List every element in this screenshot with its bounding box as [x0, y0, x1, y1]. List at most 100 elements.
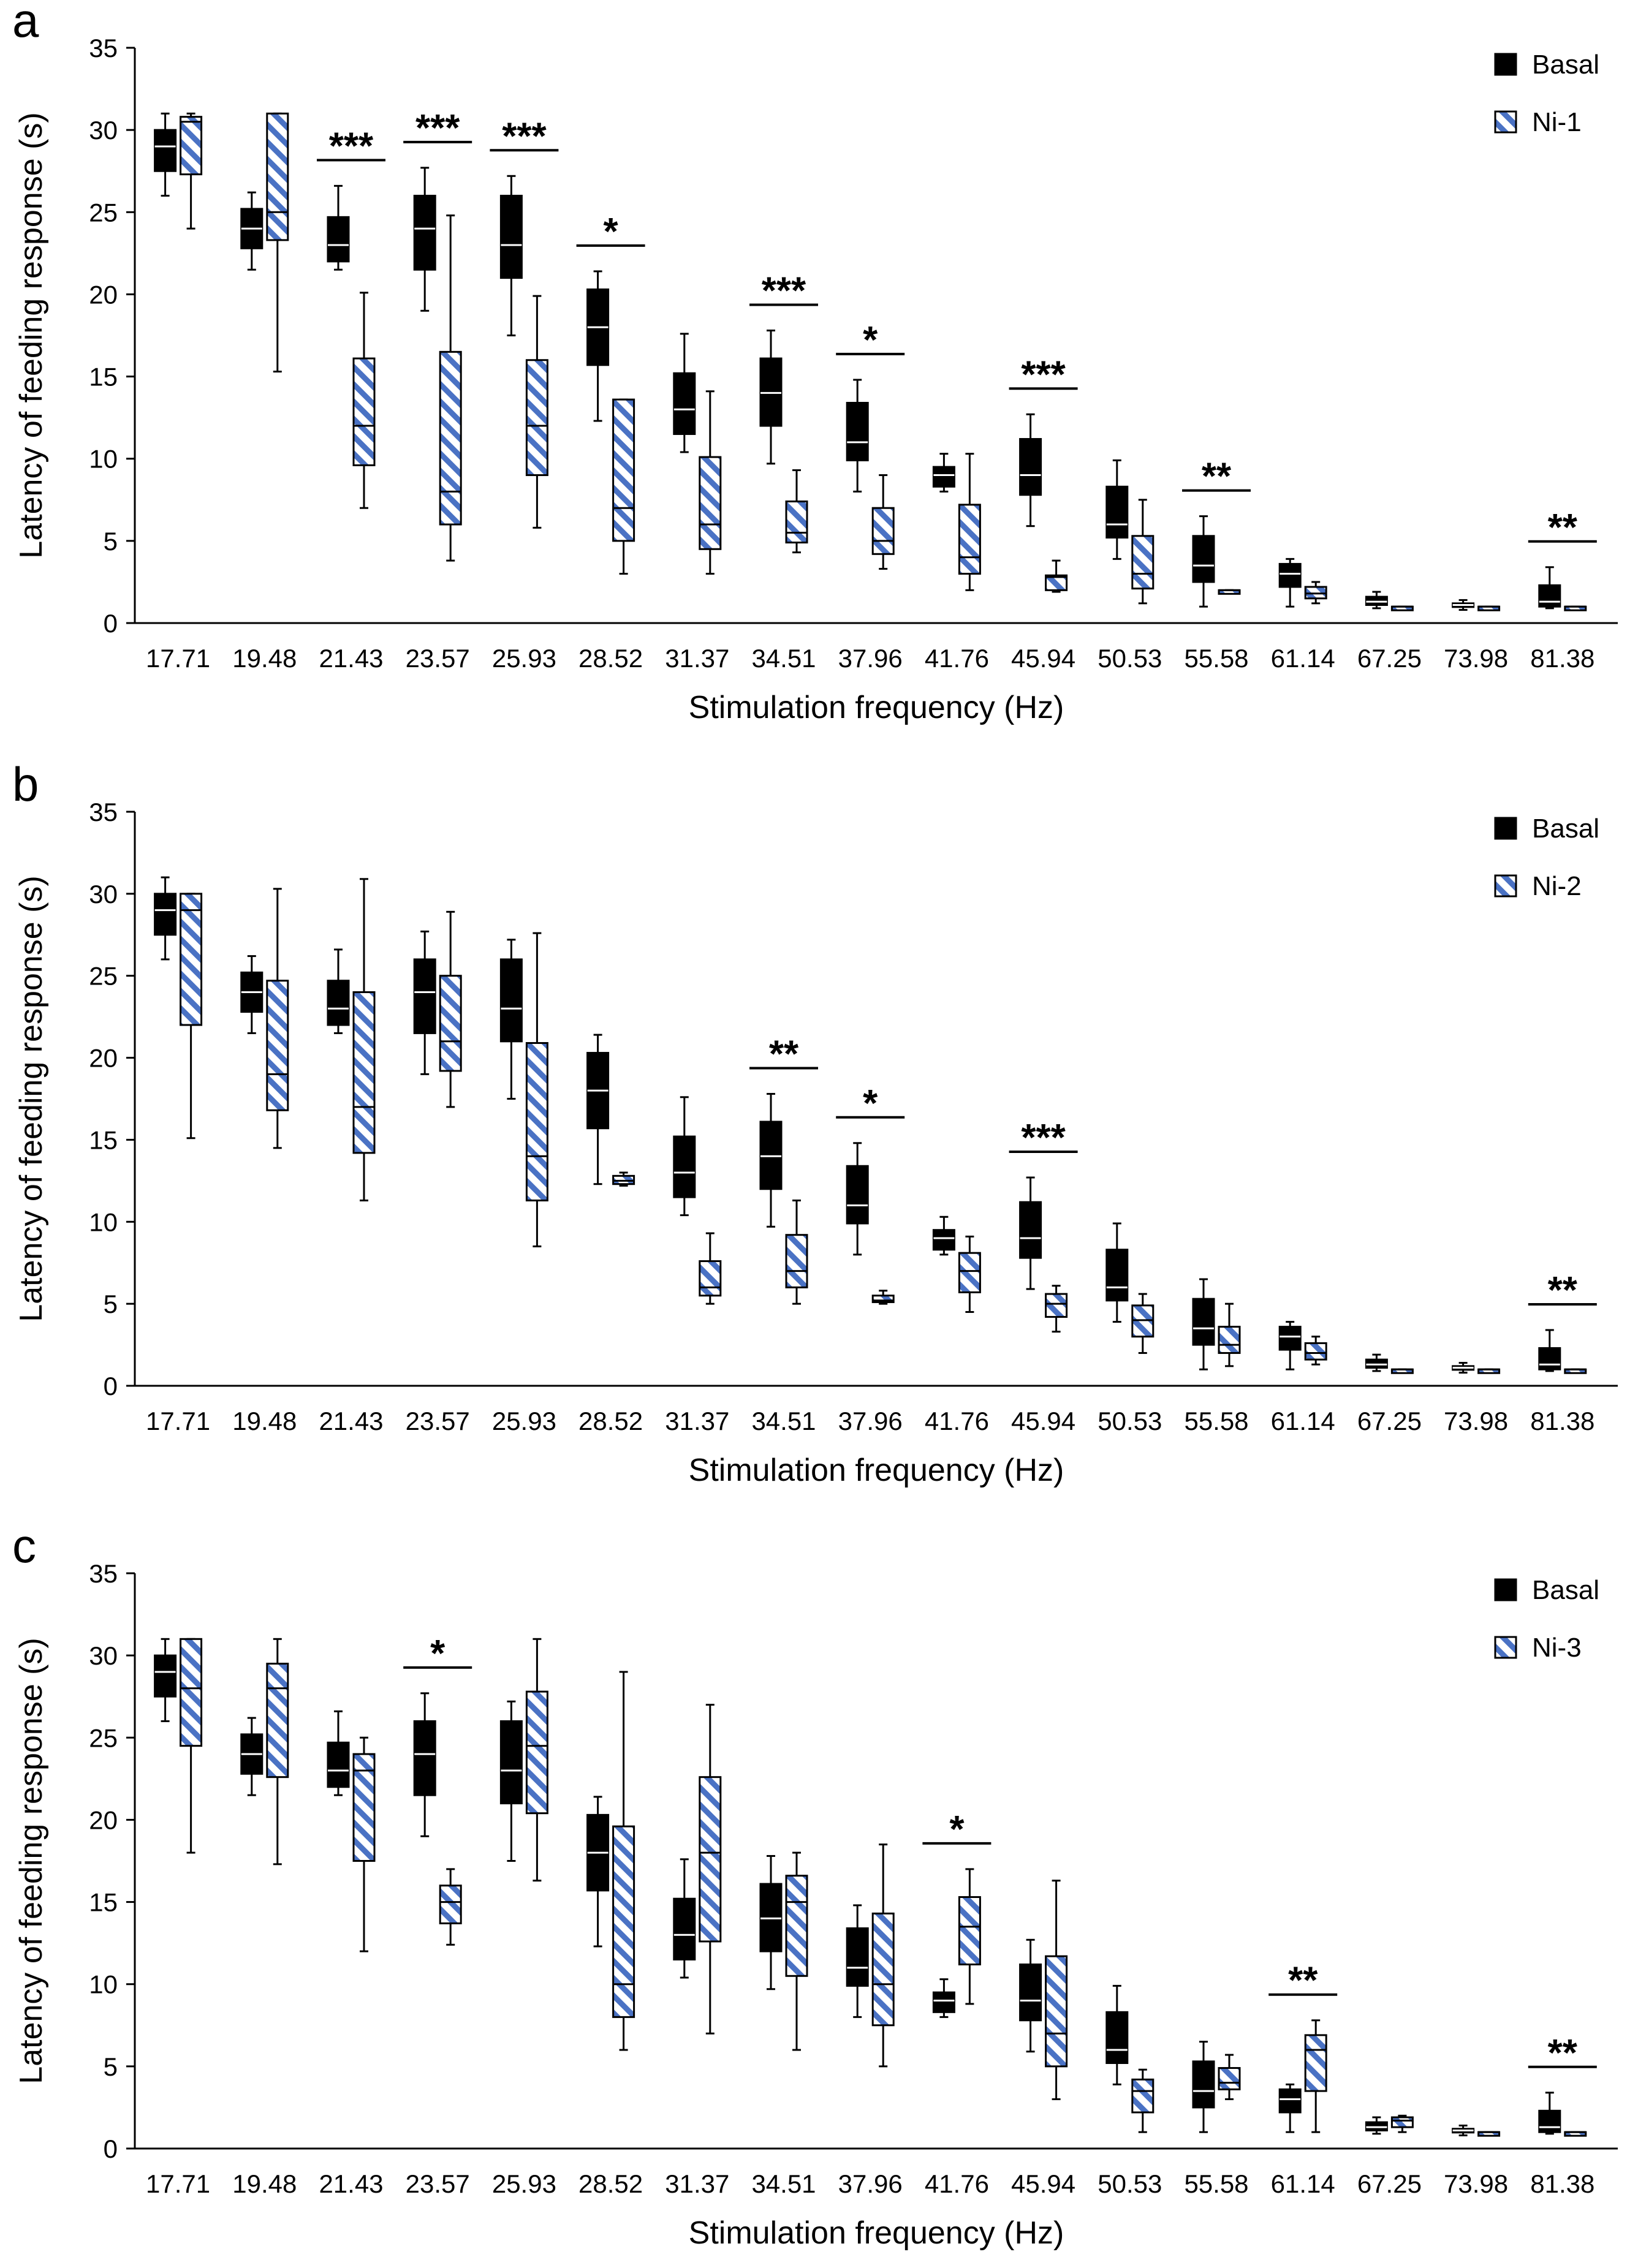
treatment-box: [699, 1704, 722, 2035]
iqr-box: [1218, 1326, 1241, 1354]
basal-box: [1452, 599, 1475, 611]
basal-box: [413, 930, 436, 1075]
x-tick-label: 34.51: [751, 2169, 816, 2198]
significance-label: ***: [762, 270, 806, 312]
x-tick-label: 73.98: [1444, 2169, 1508, 2198]
legend: Basal Ni-2: [1494, 814, 1599, 901]
iqr-box: [958, 1896, 981, 1966]
treatment-box: [180, 1638, 203, 1854]
significance-label: ***: [1021, 1117, 1066, 1159]
treatment-box: [958, 1235, 981, 1314]
basal-box: [1278, 2083, 1302, 2133]
x-tick-label: 21.43: [319, 2169, 383, 2198]
treatment-box: [1304, 1336, 1327, 1366]
iqr-box: [1538, 584, 1561, 608]
treatment-box: [1564, 1368, 1587, 1374]
basal-box: [1019, 1176, 1042, 1290]
significance-label: **: [1548, 1269, 1578, 1312]
x-tick-label: 67.25: [1357, 1407, 1422, 1435]
treatment-box: [1477, 605, 1501, 611]
legend-swatch-treatment: [1494, 1636, 1517, 1659]
significance-label: ***: [329, 125, 374, 167]
treatment-box: [1045, 1880, 1068, 2101]
basal-box: [1278, 1321, 1302, 1370]
basal-box: [932, 453, 955, 493]
treatment-box: [1304, 581, 1327, 605]
treatment-box: [1564, 605, 1587, 611]
iqr-box: [525, 1690, 548, 1815]
iqr-box: [1105, 485, 1129, 539]
basal-box: [846, 1142, 869, 1256]
treatment-box: [352, 292, 376, 509]
treatment-box: [1218, 2054, 1241, 2101]
basal-box: [1365, 2116, 1388, 2135]
y-axis-title: Latency of feeding response (s): [13, 112, 49, 558]
basal-box: [586, 1796, 610, 1948]
basal-box: [1019, 413, 1042, 527]
basal-box: [1452, 2124, 1475, 2137]
iqr-box: [673, 1135, 696, 1198]
treatment-box: [699, 1232, 722, 1305]
basal-box: [240, 1717, 264, 1796]
iqr-box: [439, 350, 462, 526]
treatment-box: [612, 398, 635, 575]
iqr-box: [846, 1927, 869, 1987]
x-tick-label: 23.57: [406, 1407, 470, 1435]
x-tick-label: 61.14: [1271, 1407, 1335, 1435]
legend-swatch-basal: [1494, 1578, 1517, 1601]
basal-box: [1192, 2041, 1215, 2133]
iqr-box: [1304, 2034, 1327, 2092]
x-tick-label: 17.71: [146, 2169, 210, 2198]
iqr-box: [154, 129, 177, 172]
treatment-box: [525, 1638, 548, 1882]
y-tick-label: 20: [89, 280, 118, 309]
x-tick-label: 41.76: [925, 2169, 989, 2198]
significance-label: *: [949, 1809, 965, 1851]
iqr-box: [154, 893, 177, 936]
treatment-box: [871, 474, 895, 570]
significance-label: *: [863, 319, 878, 361]
iqr-box: [846, 1165, 869, 1225]
legend-label: Ni-1: [1532, 107, 1582, 137]
iqr-box: [1105, 1249, 1129, 1302]
significance-label: *: [430, 1633, 446, 1675]
significance-label: *: [604, 211, 619, 253]
basal-box: [759, 329, 783, 465]
treatment-box: [871, 1290, 895, 1305]
x-axis-title: Stimulation frequency (Hz): [689, 2215, 1064, 2251]
treatment-box: [958, 453, 981, 591]
iqr-box: [352, 357, 376, 466]
treatment-box: [699, 390, 722, 575]
basal-box: [932, 1215, 955, 1256]
treatment-box: [180, 893, 203, 1140]
iqr-box: [673, 1897, 696, 1960]
legend-label: Basal: [1532, 814, 1599, 844]
y-tick-label: 5: [104, 2052, 118, 2081]
y-tick-label: 15: [89, 363, 118, 391]
treatment-box: [352, 878, 376, 1201]
iqr-box: [871, 507, 895, 555]
y-tick-label: 0: [104, 609, 118, 638]
legend-label: Ni-2: [1532, 871, 1582, 901]
treatment-box: [1304, 2019, 1327, 2133]
iqr-box: [932, 466, 955, 488]
treatment-box: [1131, 2068, 1155, 2133]
treatment-box: [266, 1638, 289, 1865]
significance-label: **: [1548, 507, 1578, 549]
iqr-box: [499, 194, 523, 279]
iqr-box: [1304, 1342, 1327, 1361]
x-tick-label: 28.52: [578, 1407, 643, 1435]
x-tick-label: 28.52: [578, 2169, 643, 2198]
legend-label: Ni-3: [1532, 1633, 1582, 1663]
y-tick-label: 10: [89, 1208, 118, 1236]
panel-c: c 0 5 10 15 20 25 30 35 17.71 19.48 21.43 23.57 25.93…: [12, 1519, 1618, 2251]
panel-letter: c: [12, 1519, 36, 1573]
basal-box: [1538, 566, 1561, 610]
iqr-box: [1019, 438, 1042, 496]
treatment-box: [785, 1851, 808, 2051]
basal-box: [586, 270, 610, 422]
iqr-box: [612, 398, 635, 542]
y-tick-label: 20: [89, 1805, 118, 1834]
x-tick-label: 28.52: [578, 644, 643, 673]
